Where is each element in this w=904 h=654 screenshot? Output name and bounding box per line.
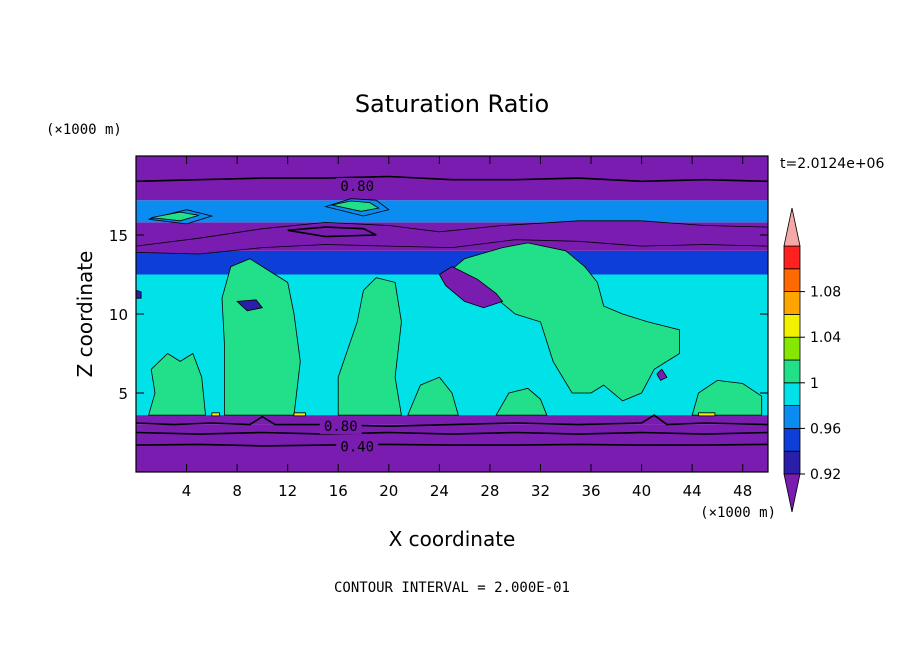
colorbar-box-7 bbox=[783, 291, 801, 315]
field-region-12 bbox=[151, 211, 200, 222]
colorbar-label-1: 0.96 bbox=[810, 421, 841, 437]
field-region-0 bbox=[221, 258, 301, 416]
y-axis-title: Z coordinate bbox=[73, 251, 97, 378]
contour-lines bbox=[136, 175, 768, 447]
x-axis-ticks: 4 8 12 16 20 24 28 32 36 40 44 48 bbox=[182, 156, 752, 500]
y-tick-label-0: 5 bbox=[118, 385, 128, 403]
contour-label-1: 0.80 bbox=[324, 419, 358, 435]
x-tick-label-11: 48 bbox=[733, 482, 752, 500]
plot-area: 0.800.800.40 4 8 12 16 20 24 28 32 36 40 44 48 5101… bbox=[109, 155, 769, 500]
field-region-15 bbox=[438, 266, 504, 309]
field-region-5 bbox=[495, 387, 548, 416]
colorbar-box-9 bbox=[783, 245, 801, 270]
field-band-0 bbox=[136, 424, 768, 472]
colorbar-box-3 bbox=[783, 382, 801, 406]
contour-label-bg-1 bbox=[319, 418, 362, 435]
field-region-9 bbox=[698, 412, 716, 417]
x-unit-label: (×1000 m) bbox=[700, 505, 776, 521]
colorbar-box-0 bbox=[783, 450, 801, 475]
colorbar-box-6 bbox=[783, 313, 801, 338]
colorbar-top-triangle bbox=[783, 207, 801, 247]
field-region-2 bbox=[445, 242, 680, 402]
field-region-6 bbox=[691, 379, 763, 416]
field-region-18 bbox=[136, 289, 142, 299]
x-tick-label-6: 28 bbox=[480, 482, 499, 500]
field-band-5 bbox=[136, 200, 768, 223]
colorbar-bottom-triangle bbox=[783, 473, 801, 513]
colorbar-label-0: 0.92 bbox=[810, 467, 841, 483]
y-tick-label-2: 15 bbox=[109, 227, 128, 245]
contour-label-2: 0.40 bbox=[340, 440, 374, 456]
chart-title: Saturation Ratio bbox=[355, 90, 549, 118]
field-region-14 bbox=[331, 200, 380, 212]
contour-line-2 bbox=[136, 431, 768, 435]
x-tick-label-8: 36 bbox=[581, 482, 600, 500]
y-tick-label-1: 10 bbox=[109, 306, 128, 324]
contour-label-0: 0.80 bbox=[340, 179, 374, 195]
y-axis-ticks: 5 10 15 bbox=[109, 227, 768, 403]
field-band-1 bbox=[136, 415, 768, 425]
contour-line-4 bbox=[287, 226, 377, 238]
x-tick-label-0: 4 bbox=[182, 482, 192, 500]
y-unit-label: (×1000 m) bbox=[46, 122, 122, 138]
contour-line-1 bbox=[136, 414, 768, 428]
field-region-16 bbox=[236, 299, 264, 312]
x-tick-label-5: 24 bbox=[430, 482, 449, 500]
colorbar: 0.92 0.96 1 1.04 1.08 bbox=[783, 207, 841, 513]
colorbar-label-2: 1 bbox=[810, 376, 819, 392]
x-tick-label-2: 12 bbox=[278, 482, 297, 500]
x-tick-label-10: 44 bbox=[683, 482, 702, 500]
colorbar-box-5 bbox=[783, 336, 801, 361]
contour-labels: 0.80 0.80 0.40 bbox=[319, 178, 379, 456]
saturation-field bbox=[136, 156, 768, 472]
colorbar-box-2 bbox=[783, 405, 801, 429]
colorbar-label-3: 1.04 bbox=[810, 330, 841, 346]
x-tick-label-4: 20 bbox=[379, 482, 398, 500]
contour-line-0 bbox=[136, 175, 768, 183]
field-region-17 bbox=[656, 368, 668, 381]
contour-label-bg-2 bbox=[336, 438, 379, 455]
contour-interval-label: CONTOUR INTERVAL = 2.000E-01 bbox=[334, 580, 570, 596]
colorbar-box-8 bbox=[783, 268, 801, 292]
x-tick-label-1: 8 bbox=[232, 482, 242, 500]
colorbar-label-4: 1.08 bbox=[810, 285, 841, 301]
field-region-8 bbox=[293, 412, 306, 417]
x-tick-label-9: 40 bbox=[632, 482, 651, 500]
field-band-3 bbox=[136, 250, 768, 275]
field-region-1 bbox=[337, 277, 402, 416]
field-region-7 bbox=[211, 412, 220, 417]
field-region-3 bbox=[148, 352, 206, 416]
contour-label-bg-0 bbox=[336, 178, 379, 195]
x-tick-label-3: 16 bbox=[329, 482, 348, 500]
colorbar-box-4 bbox=[783, 359, 801, 384]
x-tick-label-7: 32 bbox=[531, 482, 550, 500]
contour-line-3 bbox=[136, 443, 768, 447]
field-region-4 bbox=[407, 376, 459, 416]
time-label: t=2.0124e+06 bbox=[780, 156, 884, 172]
x-axis-title: X coordinate bbox=[389, 527, 516, 551]
colorbar-box-1 bbox=[783, 427, 801, 452]
